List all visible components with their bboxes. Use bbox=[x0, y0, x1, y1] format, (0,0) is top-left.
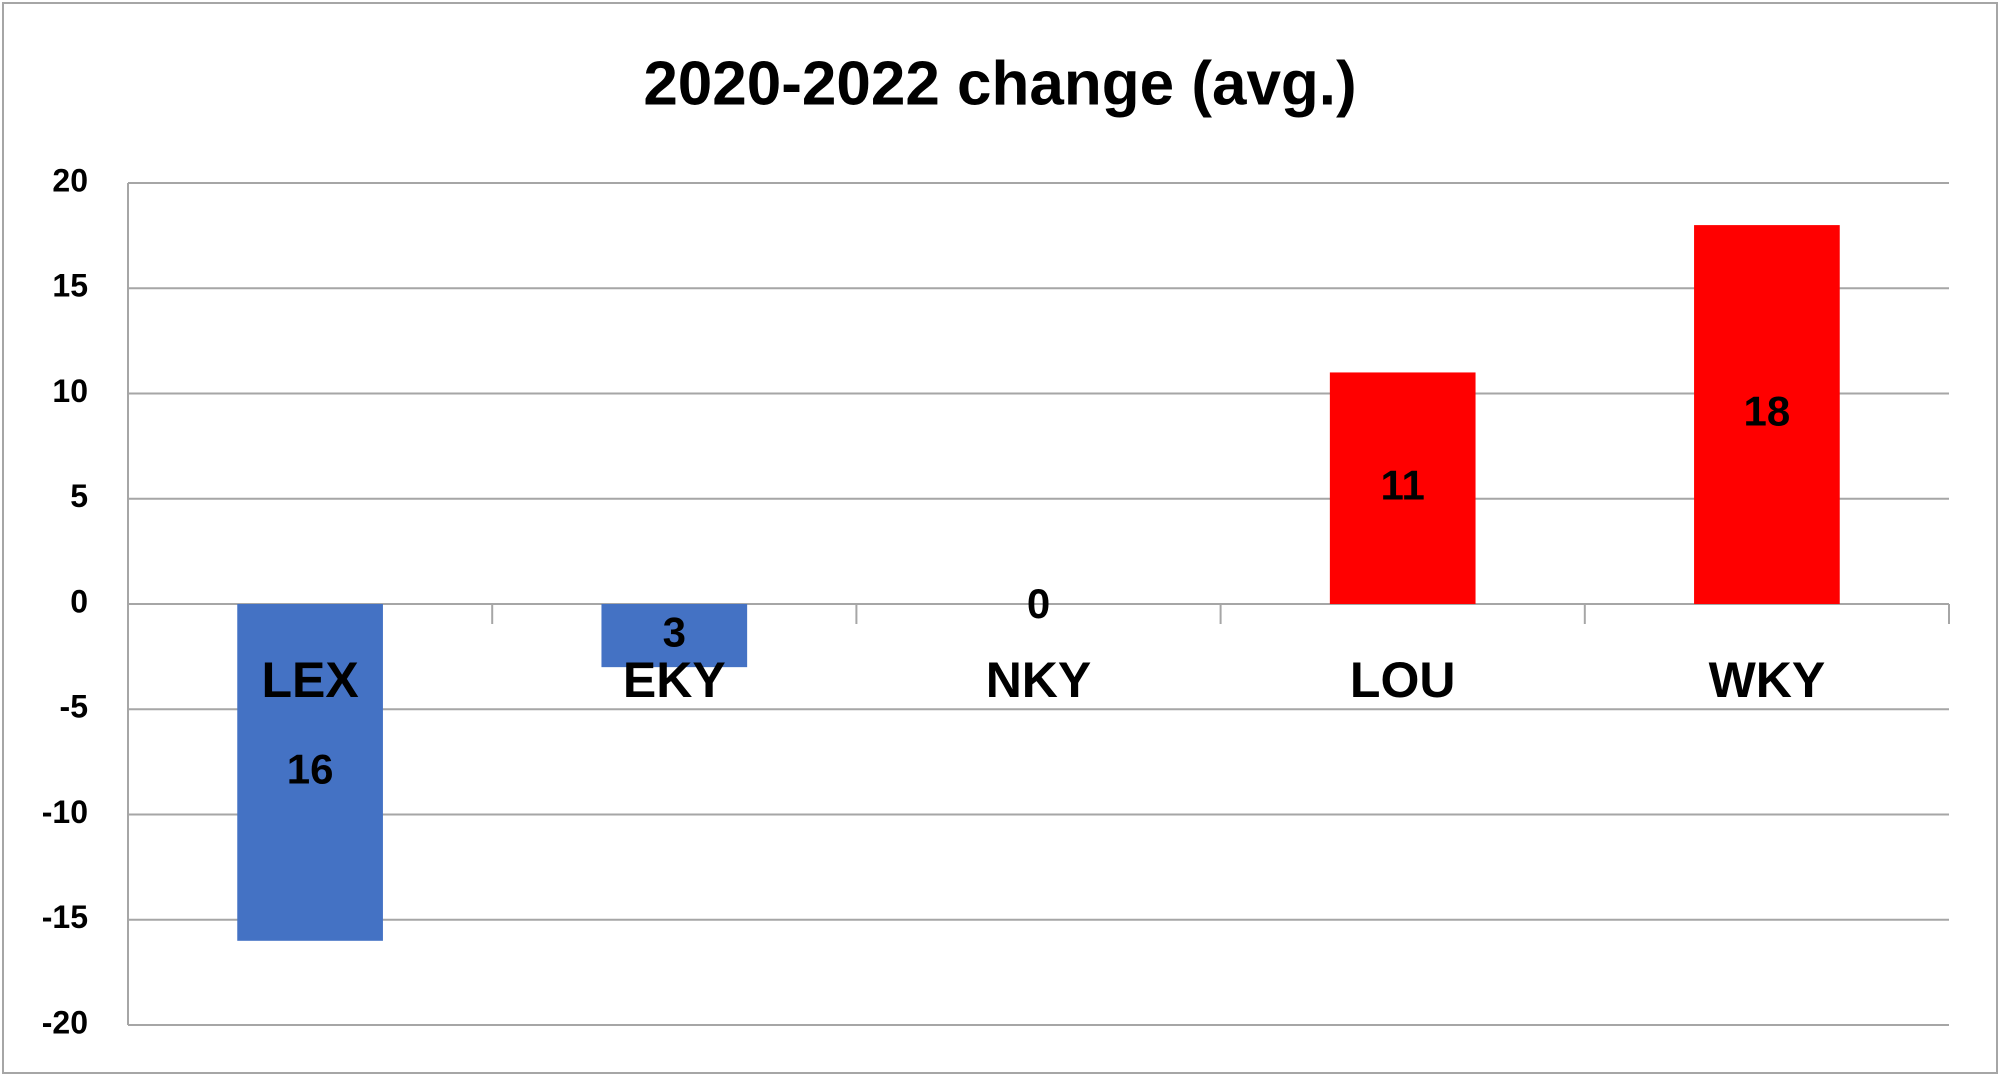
x-tick-label: LOU bbox=[1350, 652, 1456, 708]
y-tick-label: -20 bbox=[42, 1004, 88, 1040]
bar bbox=[601, 604, 748, 668]
y-tick-label: -5 bbox=[60, 689, 88, 725]
y-tick-label: -15 bbox=[42, 899, 88, 935]
chart-title: 2020-2022 change (avg.) bbox=[643, 49, 1356, 118]
data-label: 18 bbox=[1744, 388, 1791, 435]
data-label: 3 bbox=[663, 609, 686, 656]
x-tick-label: EKY bbox=[623, 652, 726, 708]
y-tick-label: 10 bbox=[52, 373, 88, 409]
x-tick-label: LEX bbox=[261, 652, 358, 708]
bar bbox=[237, 604, 383, 941]
x-tick-label: NKY bbox=[986, 652, 1092, 708]
y-tick-label: 0 bbox=[70, 583, 88, 619]
y-tick-label: 15 bbox=[52, 268, 88, 304]
y-tick-label: 5 bbox=[70, 478, 88, 514]
data-label: 11 bbox=[1380, 461, 1424, 508]
y-tick-label: -10 bbox=[42, 794, 88, 830]
data-label: 0 bbox=[1027, 580, 1050, 627]
bar bbox=[1694, 225, 1840, 604]
bar bbox=[1329, 372, 1476, 604]
data-label: 16 bbox=[287, 745, 334, 792]
y-tick-label: 20 bbox=[52, 162, 88, 198]
x-tick-label: WKY bbox=[1709, 652, 1826, 708]
